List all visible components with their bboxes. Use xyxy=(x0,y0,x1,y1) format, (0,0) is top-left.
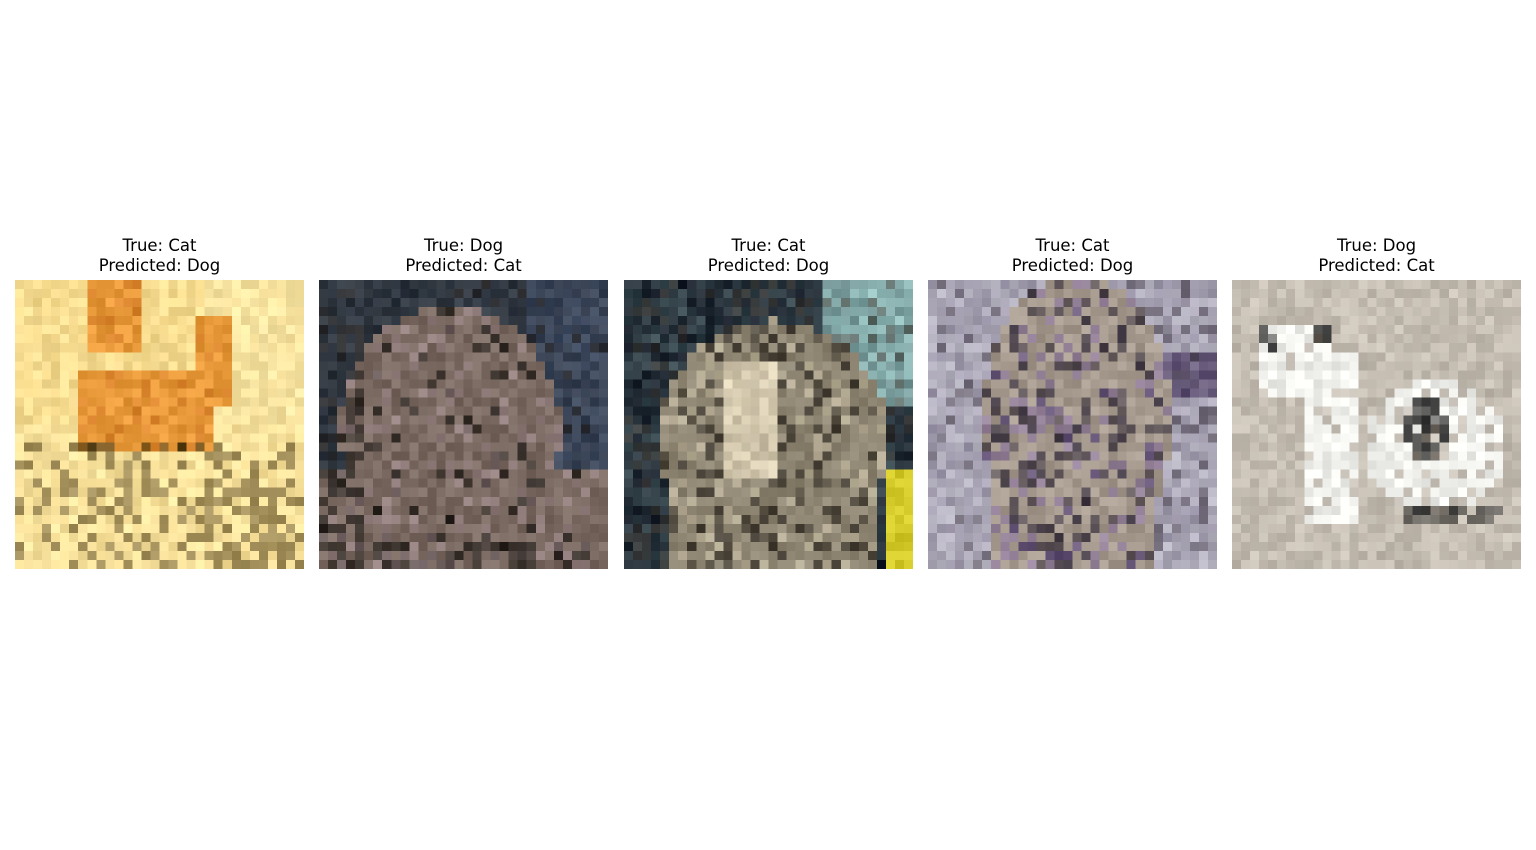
pixelated-photo xyxy=(1232,280,1521,569)
predicted-label: Predicted: Dog xyxy=(1011,256,1134,275)
panel-caption: True: Dog Predicted: Cat xyxy=(1232,236,1521,276)
true-label: True: Dog xyxy=(423,236,504,255)
pixelated-photo xyxy=(624,280,913,569)
true-label: True: Cat xyxy=(731,236,806,255)
pixelated-photo xyxy=(15,280,304,569)
sample-panel-5: True: Dog Predicted: Cat xyxy=(1232,236,1521,569)
sample-image xyxy=(319,280,608,569)
predicted-label: Predicted: Dog xyxy=(707,256,830,275)
predicted-label: Predicted: Cat xyxy=(405,256,522,275)
sample-image xyxy=(624,280,913,569)
true-label: True: Cat xyxy=(1035,236,1110,255)
panel-caption: True: Cat Predicted: Dog xyxy=(15,236,304,276)
sample-panel-2: True: Dog Predicted: Cat xyxy=(319,236,608,569)
panel-caption: True: Cat Predicted: Dog xyxy=(928,236,1217,276)
sample-image xyxy=(1232,280,1521,569)
sample-image xyxy=(15,280,304,569)
panel-caption: True: Cat Predicted: Dog xyxy=(624,236,913,276)
predicted-label: Predicted: Cat xyxy=(1318,256,1435,275)
pixelated-photo xyxy=(928,280,1217,569)
pixelated-photo xyxy=(319,280,608,569)
predicted-label: Predicted: Dog xyxy=(98,256,221,275)
sample-image xyxy=(928,280,1217,569)
sample-panel-3: True: Cat Predicted: Dog xyxy=(624,236,913,569)
true-label: True: Dog xyxy=(1336,236,1417,255)
panel-caption: True: Dog Predicted: Cat xyxy=(319,236,608,276)
true-label: True: Cat xyxy=(122,236,197,255)
sample-panel-4: True: Cat Predicted: Dog xyxy=(928,236,1217,569)
sample-panel-1: True: Cat Predicted: Dog xyxy=(15,236,304,569)
